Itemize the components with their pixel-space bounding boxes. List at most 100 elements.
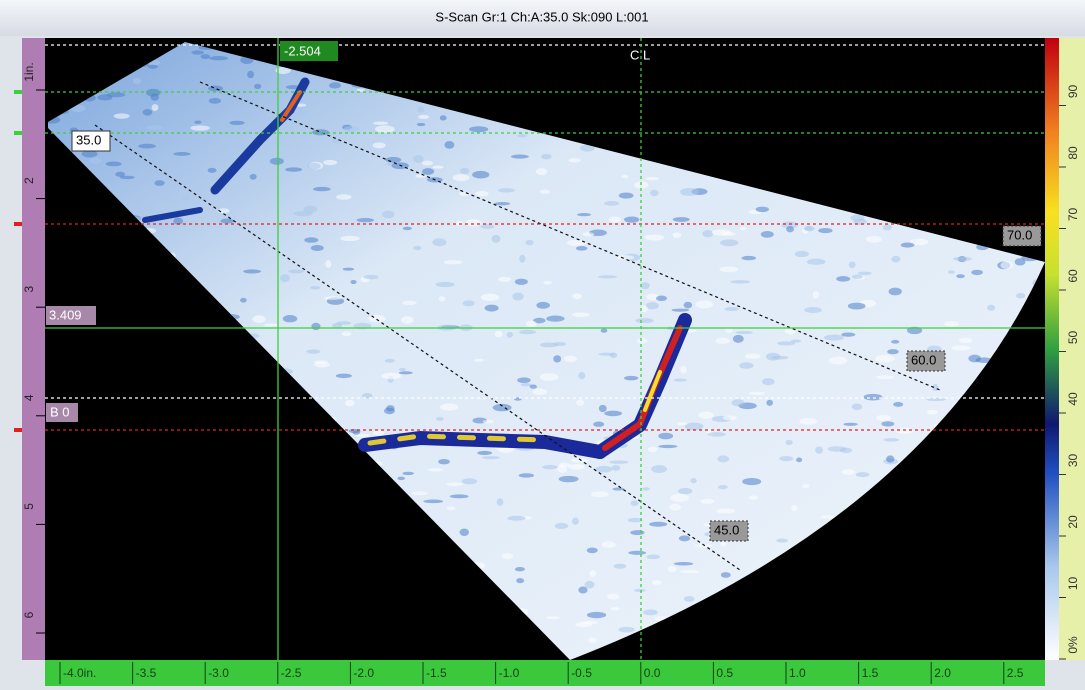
speckle [578,371,586,380]
speckle [295,103,307,107]
speckle [368,314,386,323]
speckle [649,521,668,527]
index-tick-label: -3.0 [208,666,229,680]
speckle [191,50,204,55]
speckle [823,334,844,341]
speckle [413,155,424,163]
speckle [651,465,668,474]
speckle [438,296,446,302]
speckle [541,465,558,470]
speckle [154,180,165,186]
speckle [312,129,330,136]
index-cursor-label: -2.504 [284,43,321,58]
speckle [497,188,515,193]
speckle [415,174,427,178]
speckle [672,217,690,222]
speckle [895,427,914,434]
depth-ruler [22,38,45,660]
speckle [460,167,470,175]
speckle [607,593,620,600]
speckle [720,541,727,547]
speckle [480,224,495,229]
speckle [381,372,402,380]
speckle [642,609,658,616]
speckle [554,522,569,529]
speckle [173,152,191,156]
speckle [634,181,649,189]
speckle [609,352,618,358]
speckle [658,444,678,449]
speckle [684,422,704,431]
speckle [363,274,379,280]
speckle [356,88,365,92]
speckle [382,210,395,219]
speckle [115,171,126,177]
speckle [882,224,892,231]
speckle [770,355,789,360]
speckle [310,286,321,290]
speckle [459,528,469,537]
speckle [680,365,687,374]
speckle [600,328,608,333]
angle-label: 70.0 [1007,227,1032,242]
speckle [863,393,883,401]
speckle [525,320,537,328]
speckle [496,498,504,506]
speckle [540,153,552,160]
speckle [458,191,471,196]
speckle [385,156,402,163]
speckle [611,465,621,471]
speckle [865,235,882,243]
index-tick-label: 1.5 [862,666,879,680]
speckle [724,307,739,312]
speckle [432,238,447,247]
speckle [568,463,585,470]
angle-label-box [906,350,946,372]
speckle [446,506,456,511]
speckle [900,242,915,248]
speckle [558,462,570,468]
speckle [944,321,959,327]
speckle [350,279,357,285]
speckle [306,349,321,354]
speckle [571,312,590,317]
speckle [586,611,607,619]
speckle [678,535,691,542]
speckle [543,281,552,285]
speckle [857,271,872,275]
speckle [372,142,386,149]
speckle [462,300,475,307]
speckle [438,458,450,465]
speckle [624,216,640,223]
speckle [546,616,560,620]
depth-tick-label: 6 [22,611,36,618]
speckle [640,305,648,313]
speckle [254,83,262,90]
speckle [501,553,514,560]
speckle [715,337,731,344]
amplitude-tick-label: 60 [1066,269,1080,283]
depth-tick-label: 5 [22,503,36,510]
speckle [341,331,352,337]
speckle [633,588,646,592]
index-tick-label: -0.5 [571,666,592,680]
speckle [398,367,406,372]
speckle [247,70,254,79]
speckle [119,175,135,180]
speckle [669,503,681,511]
speckle [731,399,745,407]
speckle [645,302,659,310]
index-tick-label: -3.5 [136,666,157,680]
angle-label-box [1002,225,1042,247]
speckle [700,498,715,504]
speckle [616,255,635,260]
speckle [432,165,444,169]
index-tick-label: 2.0 [934,666,951,680]
index-ruler [45,660,1045,686]
speckle [472,170,490,179]
amplitude-tick-label: 90 [1066,85,1080,99]
speckle [1000,261,1013,270]
speckle [695,300,714,309]
speckle [790,339,802,343]
speckle [590,491,609,498]
